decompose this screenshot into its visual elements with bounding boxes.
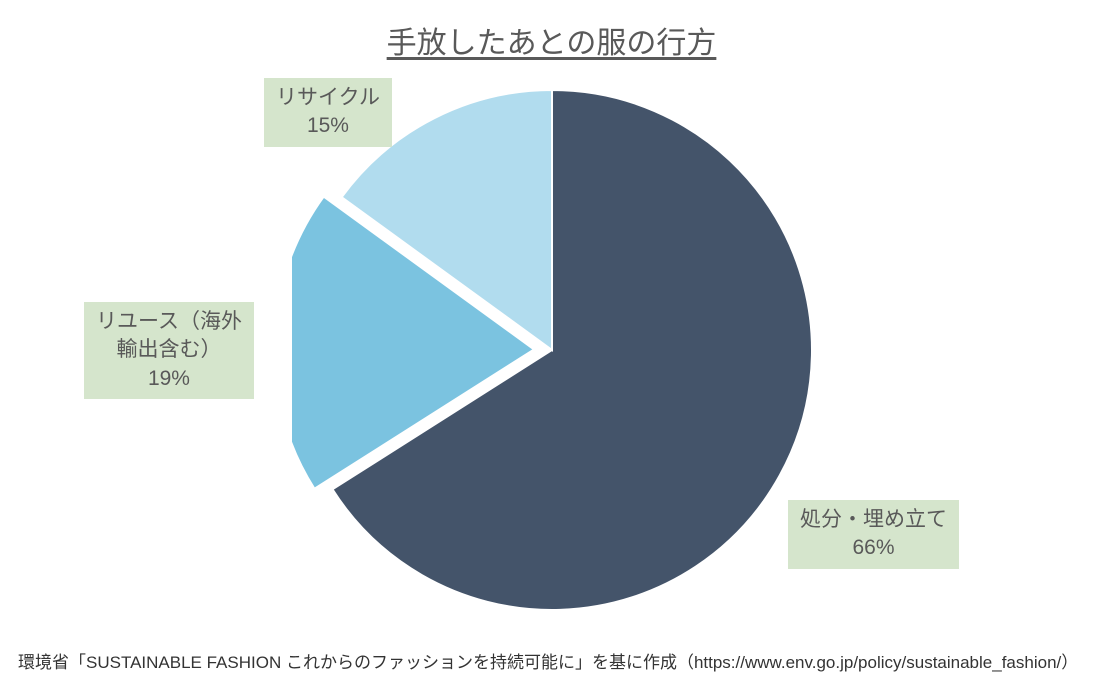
pie-chart <box>292 90 812 615</box>
label-disposal-percent: 66% <box>800 534 947 562</box>
label-recycle: リサイクル 15% <box>264 78 392 147</box>
chart-title: 手放したあとの服の行方 <box>387 18 717 62</box>
label-disposal: 処分・埋め立て 66% <box>788 500 959 569</box>
label-recycle-percent: 15% <box>276 112 380 140</box>
source-footer: 環境省「SUSTAINABLE FASHION これからのファッションを持続可能… <box>18 648 1085 673</box>
label-reuse-percent: 19% <box>96 365 242 393</box>
label-reuse: リユース（海外 輸出含む） 19% <box>84 302 254 399</box>
label-reuse-text-2: 輸出含む） <box>96 336 242 364</box>
label-recycle-text: リサイクル <box>276 84 380 112</box>
label-reuse-text-1: リユース（海外 <box>96 308 242 336</box>
label-disposal-text: 処分・埋め立て <box>800 506 947 534</box>
